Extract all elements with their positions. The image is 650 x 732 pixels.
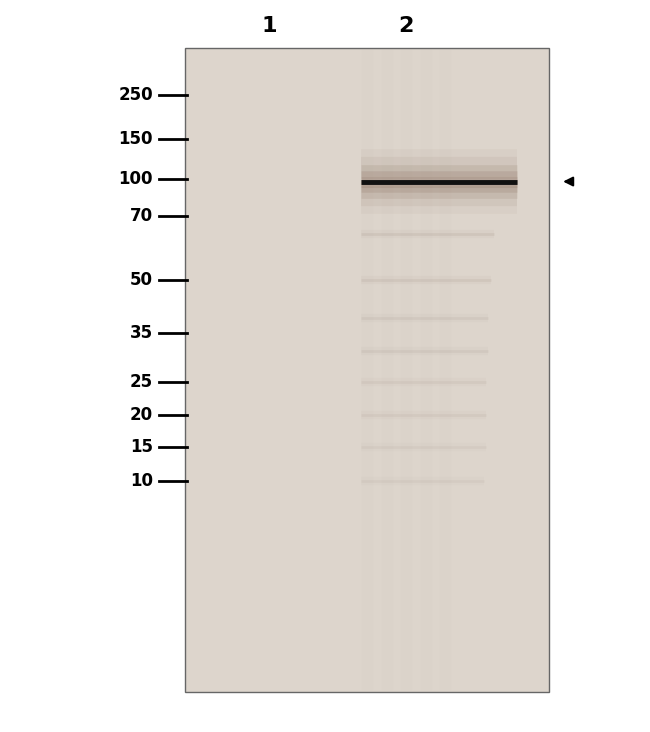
Text: 35: 35 — [129, 324, 153, 342]
Text: 15: 15 — [130, 438, 153, 455]
Text: 70: 70 — [129, 207, 153, 225]
Text: 2: 2 — [398, 15, 414, 36]
Text: 10: 10 — [130, 472, 153, 490]
Text: 250: 250 — [118, 86, 153, 104]
Text: 25: 25 — [129, 373, 153, 391]
Text: 150: 150 — [118, 130, 153, 148]
Text: 20: 20 — [129, 406, 153, 424]
Bar — [185, 48, 549, 692]
Text: 100: 100 — [118, 171, 153, 188]
Text: 1: 1 — [262, 15, 278, 36]
Text: 50: 50 — [130, 271, 153, 288]
